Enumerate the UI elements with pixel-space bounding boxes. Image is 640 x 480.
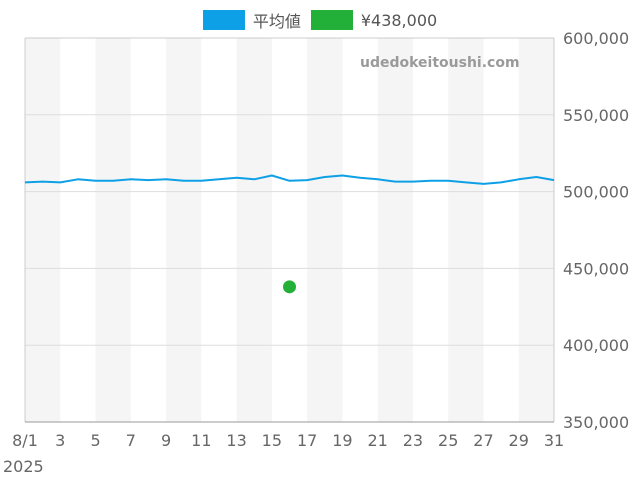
x-tick-label: 29	[509, 431, 529, 450]
chart-band	[236, 38, 272, 422]
chart-band	[518, 38, 554, 422]
chart-band	[95, 38, 131, 422]
y-tick-label: 450,000	[563, 259, 629, 278]
x-tick-label: 31	[544, 431, 564, 450]
x-year-label: 2025	[3, 457, 44, 476]
chart-band	[25, 38, 61, 422]
chart-band	[448, 38, 484, 422]
y-tick-label: 400,000	[563, 336, 629, 355]
chart-legend: 平均値 ¥438,000	[0, 8, 640, 32]
x-tick-label: 8/1	[12, 431, 38, 450]
legend-swatch-price	[310, 10, 353, 30]
x-tick-label: 15	[262, 431, 282, 450]
series-line-average	[24, 174, 555, 185]
chart-axes	[24, 37, 555, 423]
x-tick-label: 23	[403, 431, 423, 450]
legend-swatch-average	[202, 10, 245, 30]
chart-bands	[25, 38, 554, 422]
y-tick-label: 500,000	[563, 183, 629, 202]
x-tick-label: 7	[126, 431, 136, 450]
legend-label-average: 平均値	[252, 12, 301, 31]
x-tick-label: 5	[90, 431, 100, 450]
series-point-price	[283, 280, 296, 294]
x-tick-label: 17	[297, 431, 317, 450]
x-tick-label: 9	[161, 431, 171, 450]
chart-ticks: 600,000 550,000 500,000 450,000 400,000 350,0…	[3, 29, 629, 476]
x-tick-label: 11	[191, 431, 211, 450]
chart-band	[307, 38, 343, 422]
chart-band	[166, 38, 202, 422]
legend-item-price[interactable]: ¥438,000	[310, 10, 438, 30]
x-tick-label: 21	[367, 431, 387, 450]
x-tick-label: 19	[332, 431, 352, 450]
x-tick-label: 13	[226, 431, 246, 450]
x-tick-label: 3	[55, 431, 65, 450]
y-tick-label: 350,000	[563, 413, 629, 432]
x-tick-label: 25	[438, 431, 458, 450]
y-tick-label: 550,000	[563, 106, 629, 125]
chart-series	[24, 174, 555, 294]
legend-item-average[interactable]: 平均値	[202, 8, 301, 32]
chart-band	[377, 38, 413, 422]
legend-label-price: ¥438,000	[360, 10, 438, 30]
x-tick-label: 27	[473, 431, 493, 450]
watermark-text: udedokeitoushi.com	[360, 55, 520, 71]
y-tick-label: 600,000	[563, 29, 629, 48]
